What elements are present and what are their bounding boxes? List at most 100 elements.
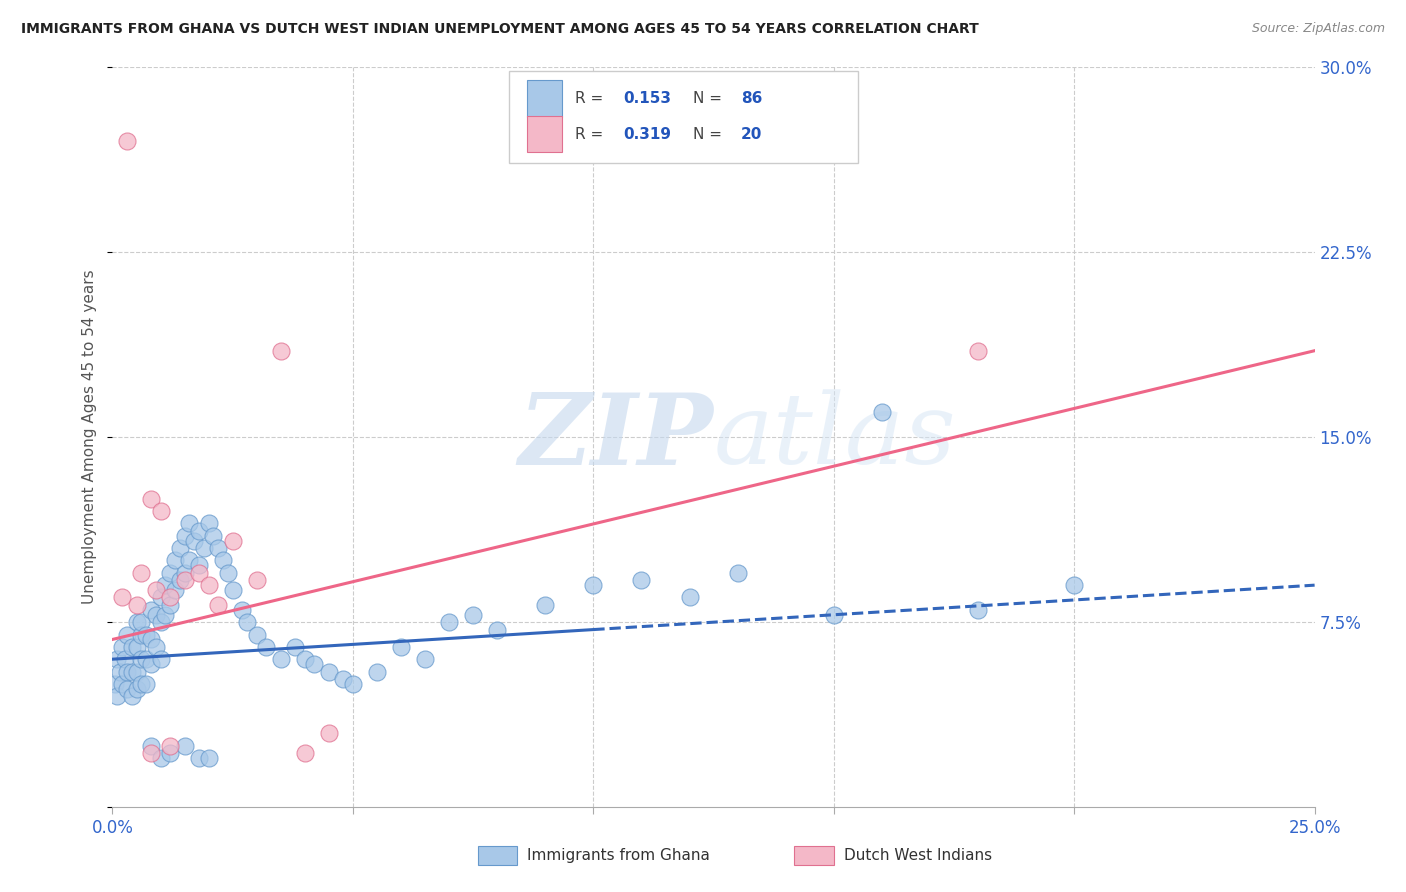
Text: N =: N = bbox=[693, 91, 727, 106]
Point bbox=[139, 491, 162, 506]
Point bbox=[318, 726, 340, 740]
Point bbox=[342, 677, 364, 691]
Text: Dutch West Indians: Dutch West Indians bbox=[844, 848, 991, 863]
Text: 20: 20 bbox=[741, 127, 762, 142]
FancyBboxPatch shape bbox=[527, 80, 562, 117]
Y-axis label: Unemployment Among Ages 45 to 54 years: Unemployment Among Ages 45 to 54 years bbox=[82, 269, 97, 605]
Point bbox=[139, 603, 162, 617]
Point bbox=[188, 524, 211, 538]
Text: 0.153: 0.153 bbox=[623, 91, 672, 106]
Point bbox=[139, 632, 162, 647]
Point bbox=[115, 627, 138, 641]
Point bbox=[534, 598, 557, 612]
Point bbox=[179, 516, 201, 531]
Point bbox=[678, 591, 700, 605]
Point bbox=[193, 541, 215, 555]
Point bbox=[125, 615, 148, 630]
Point bbox=[159, 591, 181, 605]
Point bbox=[135, 677, 157, 691]
Point bbox=[231, 603, 253, 617]
Point bbox=[870, 405, 893, 419]
Point bbox=[318, 665, 340, 679]
Point bbox=[145, 607, 167, 622]
Point bbox=[461, 607, 484, 622]
Point bbox=[114, 652, 136, 666]
Point bbox=[139, 746, 162, 760]
Point bbox=[486, 623, 509, 637]
Point bbox=[823, 607, 845, 622]
Point bbox=[159, 746, 181, 760]
Point bbox=[139, 657, 162, 672]
Point bbox=[332, 672, 354, 686]
Point bbox=[389, 640, 412, 654]
Point bbox=[155, 607, 177, 622]
Point bbox=[111, 640, 134, 654]
Point bbox=[630, 573, 652, 587]
Point bbox=[131, 627, 153, 641]
Point bbox=[149, 652, 172, 666]
Point bbox=[582, 578, 605, 592]
Point bbox=[121, 689, 143, 703]
Point bbox=[246, 573, 269, 587]
Point bbox=[197, 751, 219, 765]
Point bbox=[135, 652, 157, 666]
Text: Source: ZipAtlas.com: Source: ZipAtlas.com bbox=[1251, 22, 1385, 36]
Point bbox=[173, 739, 195, 753]
FancyBboxPatch shape bbox=[527, 116, 562, 152]
Point bbox=[169, 573, 191, 587]
Point bbox=[727, 566, 749, 580]
Point bbox=[222, 533, 245, 548]
Text: IMMIGRANTS FROM GHANA VS DUTCH WEST INDIAN UNEMPLOYMENT AMONG AGES 45 TO 54 YEAR: IMMIGRANTS FROM GHANA VS DUTCH WEST INDI… bbox=[21, 22, 979, 37]
Point bbox=[217, 566, 239, 580]
Point bbox=[125, 640, 148, 654]
Point bbox=[159, 598, 181, 612]
Point bbox=[115, 134, 138, 148]
Point bbox=[131, 652, 153, 666]
Point bbox=[207, 598, 229, 612]
Point bbox=[125, 598, 148, 612]
Point bbox=[149, 591, 172, 605]
Point bbox=[163, 553, 186, 567]
Point bbox=[967, 603, 990, 617]
Point bbox=[145, 640, 167, 654]
Point bbox=[207, 541, 229, 555]
Point bbox=[121, 665, 143, 679]
Point bbox=[105, 689, 128, 703]
Point bbox=[145, 583, 167, 598]
Point bbox=[159, 566, 181, 580]
Point bbox=[236, 615, 259, 630]
Point bbox=[179, 553, 201, 567]
Point bbox=[246, 627, 269, 641]
Point bbox=[131, 566, 153, 580]
Point bbox=[131, 677, 153, 691]
Point bbox=[188, 558, 211, 573]
Point bbox=[155, 578, 177, 592]
Point bbox=[173, 529, 195, 543]
Text: atlas: atlas bbox=[714, 390, 956, 484]
Point bbox=[188, 566, 211, 580]
Point bbox=[254, 640, 277, 654]
Point bbox=[304, 657, 326, 672]
Text: 86: 86 bbox=[741, 91, 762, 106]
Point bbox=[284, 640, 307, 654]
Point bbox=[149, 615, 172, 630]
Text: Immigrants from Ghana: Immigrants from Ghana bbox=[527, 848, 710, 863]
Point bbox=[270, 652, 292, 666]
Point bbox=[967, 343, 990, 358]
Point bbox=[159, 739, 181, 753]
Point bbox=[270, 343, 292, 358]
Point bbox=[111, 591, 134, 605]
Point bbox=[121, 640, 143, 654]
Point bbox=[169, 541, 191, 555]
Point bbox=[197, 578, 219, 592]
Point bbox=[149, 504, 172, 518]
Point bbox=[413, 652, 436, 666]
Point bbox=[111, 677, 134, 691]
Point bbox=[115, 665, 138, 679]
Point bbox=[183, 533, 205, 548]
Point bbox=[222, 583, 245, 598]
Point bbox=[149, 751, 172, 765]
Point bbox=[366, 665, 388, 679]
Point bbox=[125, 665, 148, 679]
Point bbox=[108, 665, 131, 679]
